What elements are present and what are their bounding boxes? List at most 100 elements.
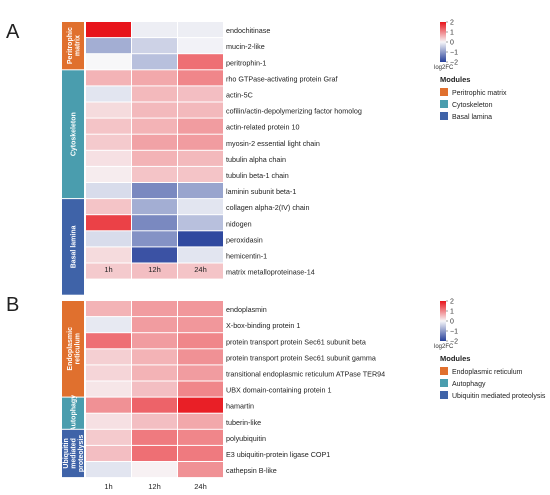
- heatmap-cell: [132, 118, 177, 134]
- panel-label: B: [6, 294, 19, 316]
- modules-legend-swatch: [440, 367, 448, 375]
- heatmap-cell: [86, 54, 131, 70]
- heatmap-cell: [178, 397, 223, 413]
- modules-legend-label: Peritrophic matrix: [452, 90, 507, 97]
- heatmap-panel-a: A Peritrophicmatrix Cytoskeleton Basal lami…: [6, 20, 507, 295]
- colorbar: [440, 301, 446, 341]
- heatmap-cell: [178, 54, 223, 70]
- heatmap-cell: [178, 462, 223, 478]
- heatmap-cell: [132, 86, 177, 102]
- module-bar-1: [62, 70, 84, 199]
- column-label: 12h: [148, 265, 161, 274]
- heatmap-cell: [178, 445, 223, 461]
- row-label: X-box-binding protein 1: [226, 321, 300, 330]
- row-label: actin-related protein 10: [226, 123, 300, 132]
- row-label: laminin subunit beta-1: [226, 187, 296, 196]
- heatmap-cell: [132, 70, 177, 86]
- modules-legend-label: Ubiquitin mediated proteolysis: [452, 393, 546, 400]
- heatmap-cell: [132, 22, 177, 38]
- heatmap-cell: [86, 317, 131, 333]
- heatmap-cell: [86, 365, 131, 381]
- heatmap-cell: [132, 381, 177, 397]
- modules-legend-label: Basal lamina: [452, 114, 492, 121]
- heatmap-cell: [132, 134, 177, 150]
- heatmap-cell: [178, 118, 223, 134]
- module-bar-label: Peritrophicmatrix: [67, 27, 82, 64]
- modules-legend-swatch: [440, 391, 448, 399]
- heatmap-cell: [132, 38, 177, 54]
- row-label: polyubiquitin: [226, 434, 266, 443]
- heatmap-cell: [86, 86, 131, 102]
- heatmap-cell: [132, 365, 177, 381]
- row-label: matrix metalloproteinase-14: [226, 268, 315, 277]
- heatmap-cell: [86, 429, 131, 445]
- modules-legend-label: Autophagy: [452, 381, 486, 388]
- row-label: cofilin/actin-depolymerizing factor homo…: [226, 107, 362, 116]
- heatmap-cell: [86, 349, 131, 365]
- row-label: tuberin-like: [226, 418, 261, 427]
- heatmap-cell: [178, 86, 223, 102]
- modules-legend-swatch: [440, 379, 448, 387]
- heatmap-cell: [178, 70, 223, 86]
- heatmap-cell: [132, 349, 177, 365]
- heatmap-cell: [178, 333, 223, 349]
- heatmap-cell: [132, 301, 177, 317]
- heatmap-cell: [132, 166, 177, 182]
- heatmap-cell: [86, 134, 131, 150]
- heatmap-cell: [178, 199, 223, 215]
- row-label: myosin-2 essential light chain: [226, 139, 320, 148]
- colorbar-tick-label: 2: [450, 299, 454, 306]
- row-label: transitional endoplasmic reticulum ATPas…: [226, 369, 385, 378]
- heatmap-cell: [86, 22, 131, 38]
- row-label: peritrophin-1: [226, 58, 266, 67]
- row-label: nidogen: [226, 219, 252, 228]
- heatmap-cell: [132, 397, 177, 413]
- modules-legend-title: Modules: [440, 354, 470, 363]
- heatmap-cell: [178, 183, 223, 199]
- modules-legend-swatch: [440, 88, 448, 96]
- heatmap-cell: [86, 445, 131, 461]
- colorbar-tick-label: −2: [450, 339, 458, 346]
- heatmap-cell: [86, 215, 131, 231]
- heatmap-cell: [86, 166, 131, 182]
- heatmap-cell: [132, 150, 177, 166]
- colorbar: [440, 22, 446, 62]
- heatmap-cell: [178, 301, 223, 317]
- row-label: tubulin alpha chain: [226, 155, 286, 164]
- heatmap-cell: [132, 413, 177, 429]
- heatmap-cell: [132, 333, 177, 349]
- row-label: UBX domain-containing protein 1: [226, 386, 331, 395]
- colorbar-tick-label: 0: [450, 40, 454, 47]
- heatmap-cell: [178, 22, 223, 38]
- heatmap-cell: [178, 263, 223, 279]
- column-label: 24h: [194, 265, 207, 274]
- modules-legend-label: Endoplasmic reticulum: [452, 369, 523, 376]
- heatmap-cell: [86, 263, 131, 279]
- modules-legend-title: Modules: [440, 75, 470, 84]
- heatmap-cell: [86, 462, 131, 478]
- colorbar-tick-label: −1: [450, 50, 458, 57]
- row-label: E3 ubiquitin-protein ligase COP1: [226, 450, 330, 459]
- modules-legend-swatch: [440, 112, 448, 120]
- colorbar-tick-label: 1: [450, 30, 454, 37]
- heatmap-cell: [132, 54, 177, 70]
- heatmap-cell: [86, 38, 131, 54]
- heatmap-cell: [86, 150, 131, 166]
- row-label: actin-5C: [226, 90, 253, 99]
- heatmap-cell: [178, 349, 223, 365]
- module-bar-label: Basal lamina: [71, 225, 78, 268]
- modules-legend-swatch: [440, 100, 448, 108]
- heatmap-cell: [178, 381, 223, 397]
- modules-legend-label: Cytoskeleton: [452, 102, 493, 109]
- heatmap-cell: [132, 263, 177, 279]
- module-bar-0: [62, 301, 84, 397]
- row-label: protein transport protein Sec61 subunit …: [226, 353, 376, 362]
- module-bar-2: [62, 199, 84, 295]
- heatmap-cell: [86, 397, 131, 413]
- module-bar-label: Autophagy: [71, 395, 78, 432]
- heatmap-panel-b: B Endoplasmicreticulum Autophagy Ubiquitinm…: [6, 294, 546, 491]
- heatmap-cell: [178, 215, 223, 231]
- row-label: hemicentin-1: [226, 251, 267, 260]
- colorbar-tick-label: 0: [450, 319, 454, 326]
- row-label: tubulin beta-1 chain: [226, 171, 289, 180]
